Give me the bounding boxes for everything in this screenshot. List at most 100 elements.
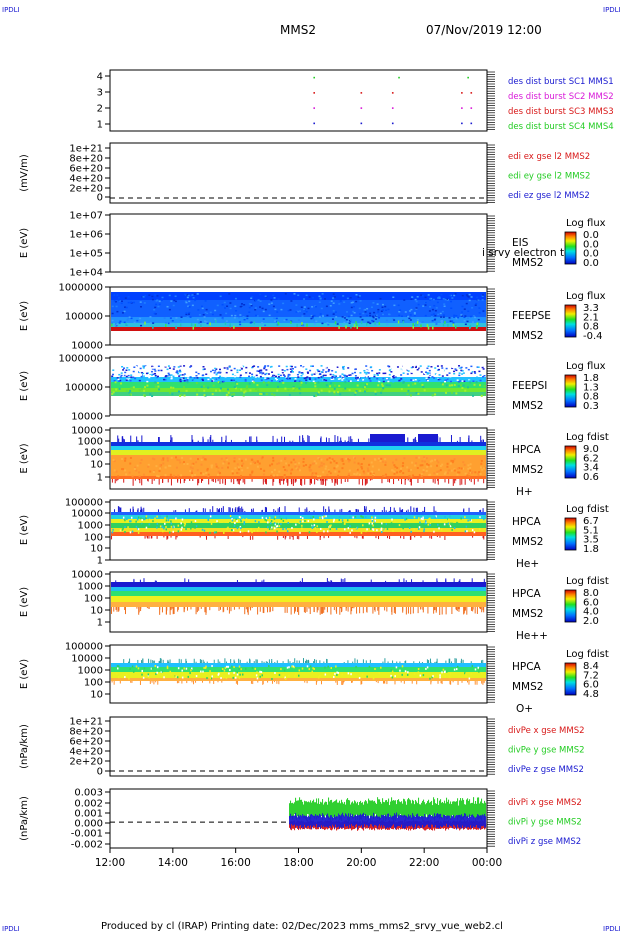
divpi-trace — [414, 816, 416, 828]
spectrogram-pixel — [202, 479, 204, 481]
spectrogram-pixel — [285, 462, 288, 465]
divpi-trace — [410, 800, 412, 816]
spectrogram-pixel — [341, 607, 343, 612]
spectrogram-pixel — [365, 479, 367, 485]
spectrogram-pixel — [315, 394, 318, 397]
y-axis-label: E (eV) — [19, 587, 30, 617]
divpi-trace — [364, 821, 366, 828]
spectrogram-pixel — [358, 376, 361, 379]
spectrogram-pixel — [418, 380, 421, 383]
spectrogram-pixel — [317, 376, 320, 379]
divpi-trace — [457, 815, 459, 825]
spectrogram-pixel — [159, 463, 162, 466]
spectrogram-pixel — [262, 681, 264, 685]
spectrogram-pixel — [429, 299, 432, 301]
spectrogram-pixel — [387, 365, 390, 367]
divpi-trace — [322, 799, 324, 821]
burst-marker — [360, 92, 363, 94]
spectrogram-pixel — [226, 388, 229, 391]
colorbar-title: Log flux — [566, 218, 606, 229]
spectrogram-pixel — [317, 607, 319, 611]
spectrogram-pixel — [309, 379, 312, 382]
spectrogram-pixel — [392, 529, 394, 532]
spectrogram-pixel — [429, 517, 431, 520]
spectrogram-pixel — [182, 386, 185, 389]
divpi-trace — [476, 820, 478, 830]
spectrogram-pixel — [248, 372, 251, 374]
spectrogram-pixel — [375, 315, 378, 317]
spectrogram-pixel — [328, 580, 330, 582]
divpi-series-z — [289, 812, 487, 830]
spectrogram-pixel — [133, 578, 135, 582]
spectrogram-pixel — [175, 317, 178, 319]
spectrogram-pixel — [433, 304, 436, 307]
spectrogram-pixel — [117, 506, 119, 512]
spectrogram-pixel — [318, 520, 321, 523]
spectrogram-pixel — [112, 528, 114, 531]
spectrogram-pixel — [179, 366, 182, 369]
spectrogram-pixel — [180, 528, 183, 531]
spectrogram-pixel — [172, 304, 175, 307]
spectrogram-pixel — [315, 681, 317, 685]
spectrogram-pixel — [366, 322, 368, 326]
spectrogram-pixel — [210, 370, 213, 373]
divpi-trace — [372, 816, 374, 827]
spectrogram-pixel — [221, 507, 223, 512]
spectrogram-pixel — [387, 479, 389, 483]
spectrogram-pixel — [185, 528, 187, 531]
spectrogram-pixel — [361, 673, 364, 676]
spectrogram-pixel — [177, 474, 180, 477]
spectrogram-pixel — [138, 607, 140, 613]
spectrogram-pixel — [328, 438, 330, 442]
spectrogram-pixel — [306, 607, 308, 612]
spectrogram-pixel — [223, 607, 225, 612]
divpi-trace — [301, 799, 303, 818]
spectrogram-pixel — [203, 394, 206, 397]
spectrogram-pixel — [323, 506, 325, 512]
burst-marker — [313, 76, 316, 79]
spectrogram-pixel — [294, 658, 296, 663]
divpi-series-y — [289, 797, 487, 823]
spectrogram-pixel — [448, 469, 451, 472]
spectrogram-pixel — [113, 300, 116, 302]
spectrogram-pixel — [422, 518, 424, 521]
spectrogram-pixel — [365, 506, 367, 512]
spectrogram-pixel — [302, 520, 304, 523]
spectrogram-pixel — [470, 296, 473, 298]
spectrogram-pixel — [347, 527, 350, 530]
spectrogram-pixel — [309, 464, 312, 467]
spectrogram-pixel — [138, 389, 141, 392]
spectrogram-pixel — [148, 536, 150, 539]
divpi-trace — [456, 801, 458, 815]
divpi-trace — [397, 800, 399, 817]
spectrogram-pixel — [317, 381, 320, 384]
spectrogram-pixel — [246, 317, 249, 320]
spectrogram-pixel — [402, 372, 405, 374]
spectrogram-pixel — [206, 536, 208, 540]
spectrogram-pixel — [381, 389, 384, 392]
spectrogram-pixel — [407, 370, 410, 372]
spectrogram-pixel — [273, 374, 276, 377]
spectrogram-pixel — [175, 510, 177, 512]
spectrogram-pixel — [339, 536, 341, 539]
spectrogram-pixel — [220, 457, 223, 460]
divpi-trace — [389, 805, 391, 817]
divpi-trace — [399, 801, 401, 817]
spectrogram-pixel — [262, 473, 265, 476]
y-tick-label: 100000 — [65, 642, 103, 653]
divpi-trace — [439, 800, 441, 820]
spectrogram-pixel — [474, 369, 477, 372]
spectrogram-pixel — [245, 369, 248, 371]
spectrogram-pixel — [336, 323, 339, 325]
spectrogram-pixel — [239, 528, 241, 531]
spectrogram-pixel — [159, 467, 162, 470]
spectrogram-pixel — [155, 465, 158, 468]
divpi-trace — [319, 804, 321, 818]
spectrogram-pixel — [453, 372, 456, 375]
spectrogram-pixel — [414, 436, 416, 442]
spectrogram-pixel — [124, 297, 127, 299]
spectrogram-pixel — [308, 531, 311, 534]
spectrogram-pixel — [117, 676, 120, 679]
spectrogram-pixel — [329, 373, 332, 376]
spectrogram-pixel — [264, 377, 267, 379]
